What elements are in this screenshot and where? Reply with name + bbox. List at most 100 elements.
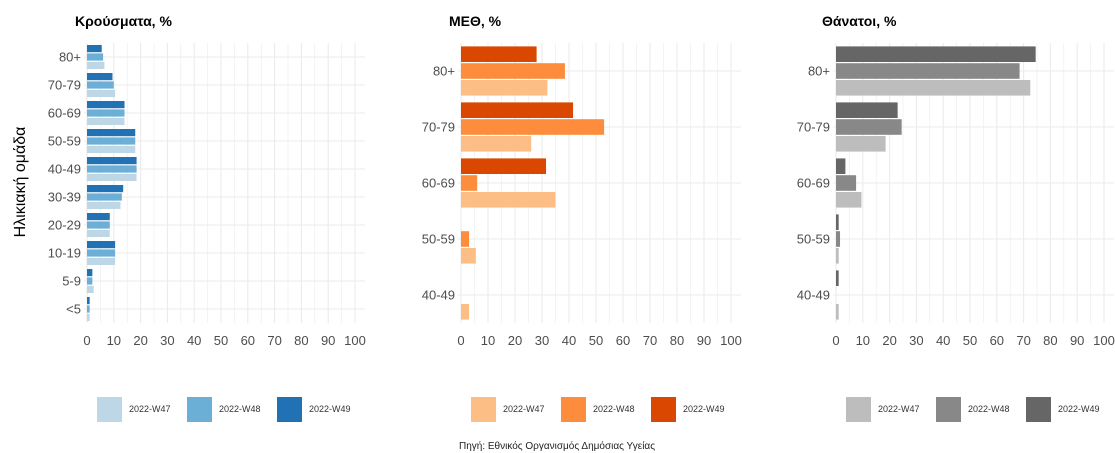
bar-60-69-2022-W47 xyxy=(836,192,862,208)
bar-50-59-2022-W49 xyxy=(87,129,136,137)
bar-80+-2022-W49 xyxy=(461,46,537,62)
bar-20-29-2022-W49 xyxy=(87,213,110,221)
legend-label: 2022-W48 xyxy=(968,404,1010,414)
legend-swatch xyxy=(187,397,212,422)
bar-60-69-2022-W48 xyxy=(461,175,478,191)
bar-40-49-2022-W47 xyxy=(87,173,137,181)
x-tick-label: 100 xyxy=(1093,333,1115,348)
bar-20-29-2022-W47 xyxy=(87,229,110,237)
y-tick-label: 50-59 xyxy=(797,232,830,247)
legend-label: 2022-W47 xyxy=(503,404,545,414)
legend-swatch xyxy=(561,397,586,422)
y-tick-label: 50-59 xyxy=(422,232,455,247)
bar-5-9-2022-W48 xyxy=(87,277,93,285)
x-tick-label: 20 xyxy=(882,333,896,348)
legend-swatch xyxy=(277,397,302,422)
panel-title: Θάνατοι, % xyxy=(822,13,897,29)
bar-60-69-2022-W49 xyxy=(87,101,125,109)
bar-50-59-2022-W48 xyxy=(461,231,470,247)
legend-swatch xyxy=(471,397,496,422)
bar-40-49-2022-W47 xyxy=(461,304,470,320)
y-axis-title: Ηλικιακή ομάδα xyxy=(12,127,29,238)
legend-label: 2022-W49 xyxy=(683,404,725,414)
legend-swatch xyxy=(651,397,676,422)
x-tick-label: 10 xyxy=(481,333,495,348)
legend-swatch xyxy=(936,397,961,422)
y-tick-label: <5 xyxy=(66,302,81,317)
x-tick-label: 60 xyxy=(241,333,255,348)
bar-60-69-2022-W48 xyxy=(87,109,125,117)
y-tick-label: 70-79 xyxy=(797,120,830,135)
x-tick-label: 60 xyxy=(990,333,1004,348)
y-tick-label: 80+ xyxy=(433,64,455,79)
y-tick-label: 40-49 xyxy=(797,288,830,303)
bar-60-69-2022-W47 xyxy=(461,192,556,208)
bar-70-79-2022-W49 xyxy=(87,73,113,81)
bar-70-79-2022-W49 xyxy=(461,102,574,118)
legend-label: 2022-W48 xyxy=(593,404,635,414)
bar-80+-2022-W47 xyxy=(836,80,1031,96)
legend-label: 2022-W48 xyxy=(219,404,261,414)
bar-30-39-2022-W47 xyxy=(87,201,121,209)
x-tick-label: 0 xyxy=(457,333,464,348)
bar-80+-2022-W47 xyxy=(461,80,548,96)
y-tick-label: 80+ xyxy=(59,50,81,65)
panel-title: Κρούσματα, % xyxy=(75,13,172,29)
panel-0: <5 5-9 10-19 20-29 30-39 40-49 50-59 60-69 70-79… xyxy=(48,13,366,422)
y-tick-label: 60-69 xyxy=(422,176,455,191)
x-tick-label: 10 xyxy=(856,333,870,348)
legend-label: 2022-W49 xyxy=(1058,404,1100,414)
legend-label: 2022-W47 xyxy=(129,404,171,414)
y-tick-label: 20-29 xyxy=(48,218,81,233)
bar-50-59-2022-W49 xyxy=(836,214,839,230)
bar-80+-2022-W49 xyxy=(87,45,102,53)
bar-50-59-2022-W47 xyxy=(87,145,136,153)
x-tick-label: 80 xyxy=(1043,333,1057,348)
y-tick-label: 5-9 xyxy=(62,274,81,289)
bar-40-49-2022-W48 xyxy=(87,165,137,173)
bar-70-79-2022-W47 xyxy=(461,136,532,152)
legend-swatch xyxy=(97,397,122,422)
bar-50-59-2022-W48 xyxy=(836,231,841,247)
bar-70-79-2022-W47 xyxy=(87,89,116,97)
bar-60-69-2022-W47 xyxy=(87,117,125,125)
x-tick-label: 70 xyxy=(267,333,281,348)
bar-80+-2022-W48 xyxy=(461,63,565,79)
bar-<5-2022-W49 xyxy=(87,297,90,305)
bar-30-39-2022-W48 xyxy=(87,193,122,201)
bar-60-69-2022-W49 xyxy=(461,158,547,174)
x-tick-label: 50 xyxy=(214,333,228,348)
bar-70-79-2022-W48 xyxy=(461,119,605,135)
x-tick-label: 30 xyxy=(160,333,174,348)
y-tick-label: 40-49 xyxy=(422,288,455,303)
x-tick-label: 40 xyxy=(562,333,576,348)
legend-swatch xyxy=(846,397,871,422)
bar-10-19-2022-W48 xyxy=(87,249,116,257)
bar-5-9-2022-W47 xyxy=(87,285,94,293)
y-tick-label: 30-39 xyxy=(48,190,81,205)
panel-1: 40-49 50-59 60-69 70-79 80+ 0 10 20 30 40 50 60 70 80… xyxy=(422,13,742,422)
y-tick-label: 70-79 xyxy=(422,120,455,135)
bar-70-79-2022-W48 xyxy=(836,119,902,135)
bar-40-49-2022-W47 xyxy=(836,304,839,320)
bar-60-69-2022-W49 xyxy=(836,158,846,174)
y-tick-label: 40-49 xyxy=(48,162,81,177)
y-tick-label: 50-59 xyxy=(48,134,81,149)
bar-20-29-2022-W48 xyxy=(87,221,110,229)
bar-80+-2022-W48 xyxy=(836,63,1020,79)
bar-40-49-2022-W49 xyxy=(87,157,137,165)
bar-30-39-2022-W49 xyxy=(87,185,124,193)
x-tick-label: 20 xyxy=(133,333,147,348)
x-tick-label: 0 xyxy=(832,333,839,348)
y-tick-label: 70-79 xyxy=(48,78,81,93)
source-caption: Πηγή: Εθνικός Οργανισμός Δημόσιας Υγείας xyxy=(459,440,655,452)
x-tick-label: 20 xyxy=(508,333,522,348)
x-tick-label: 60 xyxy=(616,333,630,348)
x-tick-label: 40 xyxy=(187,333,201,348)
legend-label: 2022-W47 xyxy=(878,404,920,414)
x-tick-label: 50 xyxy=(589,333,603,348)
legend-label: 2022-W49 xyxy=(309,404,351,414)
x-tick-label: 80 xyxy=(670,333,684,348)
x-tick-label: 0 xyxy=(83,333,90,348)
